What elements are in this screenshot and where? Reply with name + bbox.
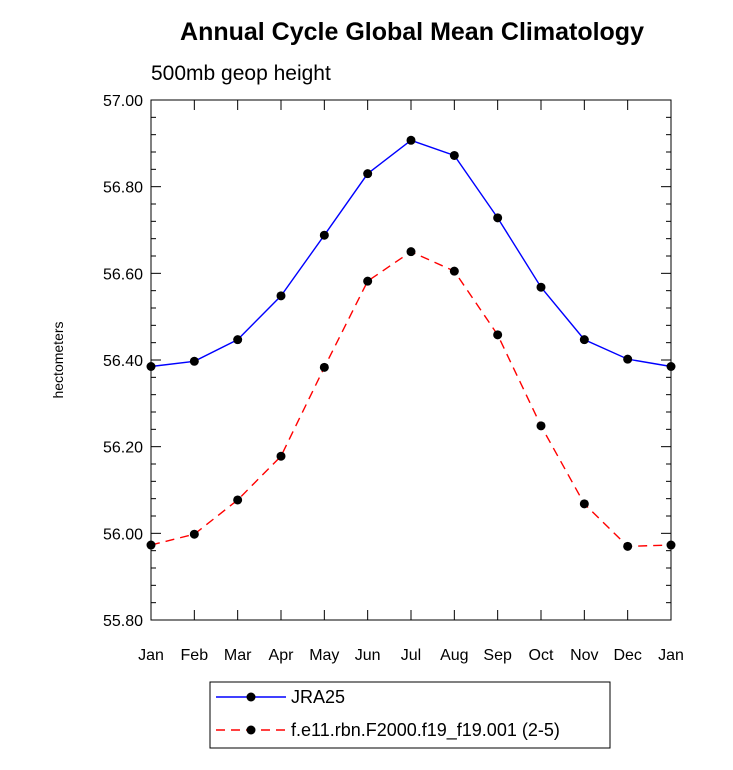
series-line-1 [150,250,672,548]
x-tick-label: Oct [529,647,554,664]
y-axis-label: hectometers [50,321,66,398]
x-tick-label: Mar [224,647,252,664]
series-0-point [493,213,503,223]
x-tick-label: Jan [658,647,684,664]
legend-label-1: f.e11.rbn.F2000.f19_f19.001 (2-5) [291,720,560,741]
series-1-point [536,421,546,431]
series-0-point [233,335,243,345]
series-0-point [449,150,459,160]
y-tick-label: 56.40 [103,353,143,370]
series-0-point [406,135,416,145]
series-0-point [536,282,546,292]
y-tick-label: 56.20 [103,440,143,457]
y-tick-label: 56.60 [103,266,143,283]
series-0-point [666,362,676,371]
series-0-point [276,291,286,301]
y-tick-label: 55.80 [103,613,143,630]
series-1-point [233,495,243,505]
y-tick-label: 56.00 [103,526,143,543]
series-0-point [319,230,329,240]
x-tick-label: May [309,647,339,664]
plot-axes: 55.80 56.00 56.20 56.40 56.60 56.80 57.00 Jan Fe… [103,93,684,664]
plot-frame [150,99,672,621]
series-1-point [146,540,156,550]
x-tick-label: Dec [613,647,641,664]
series-1-point [319,362,329,372]
series-1-point [666,540,676,550]
legend-marker-0 [246,692,256,702]
legend-box [209,681,611,749]
series-1-point [493,330,503,340]
legend: JRA25 f.e11.rbn.F2000.f19_f19.001 (2-5) [209,681,611,749]
series-0-point [146,362,156,371]
series-0-point [363,169,373,179]
series-1-point [363,276,373,286]
series-1-point [579,499,589,509]
chart-subtitle: 500mb geop height [151,62,331,85]
x-tick-label: Jun [355,647,381,664]
legend-label-0: JRA25 [291,687,345,707]
y-tick-label: 57.00 [103,93,143,110]
x-tick-label: Apr [269,647,295,664]
series-1-point [406,247,416,257]
series-layer [146,135,676,551]
x-tick-label: Jul [401,647,421,664]
series-0-point [623,354,633,364]
series-1-point [189,529,199,539]
x-tick-label: Nov [570,647,598,664]
series-1-point [449,266,459,276]
legend-marker-1 [246,725,256,735]
x-tick-label: Sep [483,647,512,664]
series-0-point [579,335,589,345]
x-tick-label: Jan [138,647,164,664]
chart-title: Annual Cycle Global Mean Climatology [180,18,644,46]
series-0-point [189,356,199,366]
series-1-point [276,451,286,461]
x-tick-label: Feb [181,647,209,664]
series-1-point [623,541,633,551]
y-tick-label: 56.80 [103,180,143,197]
x-tick-label: Aug [440,647,468,664]
